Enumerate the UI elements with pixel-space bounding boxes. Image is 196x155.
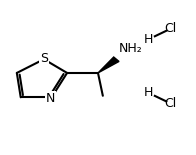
Text: H: H [143, 86, 153, 99]
Text: N: N [46, 92, 55, 105]
Text: Cl: Cl [164, 22, 177, 35]
Text: NH₂: NH₂ [118, 42, 142, 55]
Polygon shape [98, 57, 119, 73]
Text: H: H [143, 33, 153, 46]
Text: Cl: Cl [164, 97, 177, 110]
Text: S: S [40, 52, 48, 65]
